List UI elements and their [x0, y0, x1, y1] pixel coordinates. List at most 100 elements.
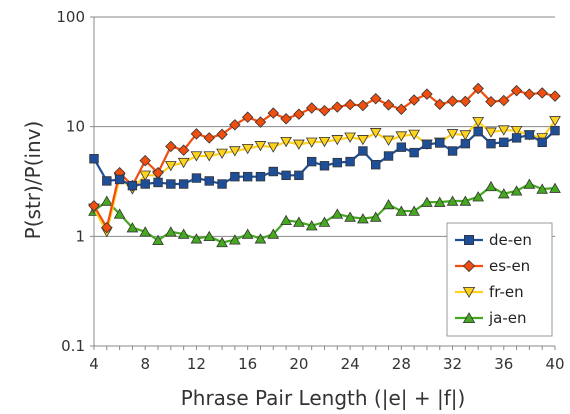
data-point-fr-en: [241, 143, 254, 155]
data-point-de-en: [550, 125, 560, 136]
data-point-de-en: [511, 133, 522, 143]
data-point-es-en: [177, 144, 190, 156]
data-point-de-en: [204, 176, 214, 186]
data-point-de-en: [255, 171, 266, 182]
data-point-fr-en: [280, 136, 292, 148]
data-point-de-en: [396, 142, 407, 152]
data-point-fr-en: [510, 125, 523, 137]
x-tick-label: 36: [494, 355, 513, 373]
data-point-de-en: [127, 180, 138, 191]
data-point-de-en: [524, 130, 535, 140]
data-point-ja-en: [293, 216, 305, 227]
data-point-fr-en: [485, 127, 497, 138]
x-tick-label: 32: [443, 355, 462, 373]
data-point-ja-en: [305, 220, 318, 231]
data-point-ja-en: [152, 234, 164, 246]
data-point-es-en: [344, 98, 356, 111]
data-point-de-en: [166, 179, 176, 189]
y-tick-label: 100: [56, 8, 85, 26]
data-point-es-en: [229, 119, 241, 131]
x-tick-label: 12: [187, 355, 206, 373]
data-point-es-en: [216, 128, 228, 141]
data-point-de-en: [268, 166, 278, 177]
series-ja-en: [88, 178, 561, 248]
y-tick-label: 0.1: [61, 337, 85, 355]
data-point-ja-en: [536, 183, 549, 194]
data-point-es-en: [190, 128, 203, 140]
data-point-ja-en: [485, 180, 497, 192]
data-point-ja-en: [280, 214, 292, 226]
data-point-fr-en: [446, 129, 459, 140]
data-point-ja-en: [267, 228, 280, 239]
data-point-fr-en: [344, 132, 356, 143]
legend-label-es-en: es-en: [489, 257, 530, 275]
data-point-es-en: [459, 95, 472, 108]
data-point-ja-en: [190, 233, 203, 244]
x-tick-label: 16: [238, 355, 257, 373]
data-point-de-en: [486, 138, 496, 149]
data-point-ja-en: [139, 226, 152, 237]
data-point-es-en: [241, 111, 254, 123]
data-point-de-en: [499, 137, 509, 148]
data-point-fr-en: [459, 130, 472, 141]
data-point-es-en: [421, 88, 433, 100]
data-point-de-en: [140, 179, 150, 189]
data-point-es-en: [472, 82, 484, 95]
data-point-fr-en: [164, 161, 177, 172]
data-point-ja-en: [216, 236, 228, 248]
data-point-fr-en: [497, 125, 510, 136]
data-point-es-en: [280, 113, 292, 125]
y-axis-ticks: 0.1 1 10 100: [56, 8, 94, 355]
data-point-es-en: [498, 94, 510, 107]
data-point-fr-en: [472, 116, 485, 128]
data-point-fr-en: [382, 135, 395, 146]
data-point-de-en: [191, 173, 202, 183]
data-point-fr-en: [293, 139, 305, 150]
data-point-de-en: [153, 177, 163, 188]
data-point-de-en: [332, 157, 343, 168]
x-axis-ticks: 4 8 12 16 20 24 28 32 36 40: [89, 346, 565, 373]
data-point-ja-en: [510, 185, 523, 196]
data-point-ja-en: [254, 233, 267, 244]
data-point-ja-en: [113, 208, 126, 219]
data-point-es-en: [395, 103, 408, 116]
data-point-fr-en: [177, 157, 190, 169]
legend-marker-de-en: [463, 234, 474, 245]
data-point-de-en: [473, 126, 483, 137]
x-tick-label: 40: [545, 355, 564, 373]
data-point-fr-en: [229, 146, 241, 157]
data-point-ja-en: [229, 234, 241, 245]
data-point-fr-en: [331, 135, 344, 146]
series-layer: [88, 82, 561, 248]
data-point-ja-en: [446, 195, 459, 206]
data-point-ja-en: [177, 228, 190, 239]
data-point-de-en: [358, 146, 368, 156]
data-point-ja-en: [344, 211, 356, 222]
data-point-fr-en: [395, 131, 408, 142]
x-tick-label: 20: [289, 355, 308, 373]
data-point-fr-en: [139, 170, 152, 181]
data-point-de-en: [447, 146, 458, 156]
data-point-ja-en: [395, 205, 408, 216]
data-point-fr-en: [549, 116, 561, 127]
data-point-es-en: [536, 87, 548, 99]
series-es-en: [88, 82, 561, 234]
data-point-ja-en: [203, 230, 216, 242]
data-point-ja-en: [523, 178, 536, 189]
data-point-ja-en: [382, 198, 395, 210]
data-point-de-en: [371, 159, 381, 170]
data-point-fr-en: [318, 136, 331, 148]
data-point-ja-en: [408, 205, 420, 216]
data-point-de-en: [422, 139, 432, 150]
x-tick-label: 8: [140, 355, 150, 373]
data-point-es-en: [549, 90, 561, 102]
data-point-ja-en: [318, 216, 331, 227]
data-point-es-en: [293, 108, 305, 120]
data-point-ja-en: [497, 188, 510, 199]
data-point-es-en: [434, 98, 446, 111]
data-point-de-en: [383, 151, 394, 161]
data-point-fr-en: [357, 135, 369, 146]
data-point-fr-en: [190, 151, 203, 162]
data-point-de-en: [319, 161, 330, 171]
